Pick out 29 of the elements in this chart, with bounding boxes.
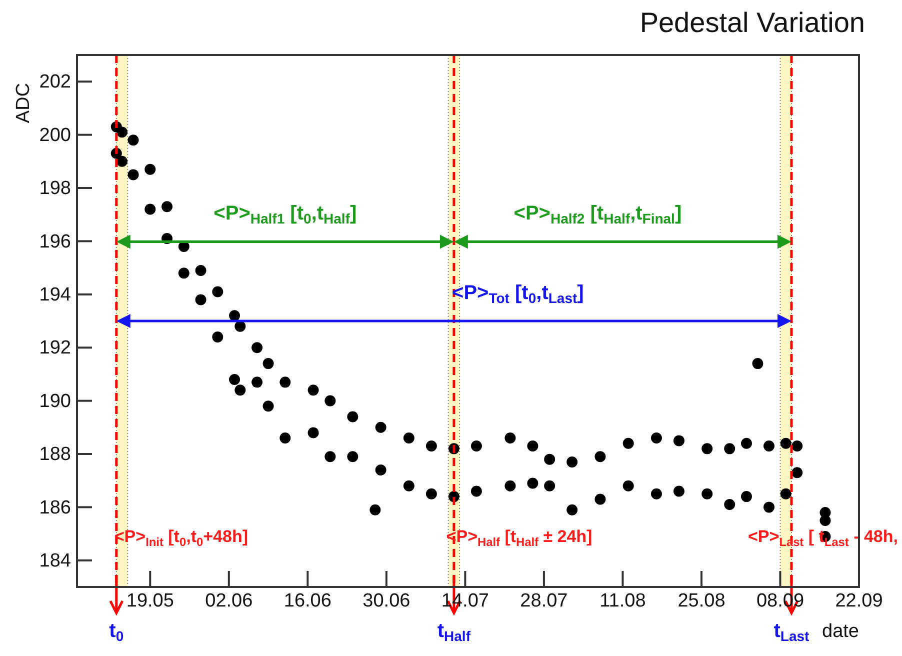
- y-axis-title: ADC: [13, 82, 34, 124]
- annotation: <P>$_{Half1}$ [t$_{0}$,t$_{Half}$]: [214, 202, 357, 227]
- annotation: <P>$_{Tot}$ [t$_{0}$,t$_{Last}$]: [452, 282, 584, 306]
- annotation: <P>$_{Half2}$ [t$_{Half}$,t$_{Final}$]: [514, 202, 682, 227]
- y-tick-label: 190: [39, 390, 71, 412]
- x-tick-label: 19.05: [126, 590, 174, 612]
- x-tick-label: 02.06: [205, 590, 253, 612]
- y-tick-label: 192: [39, 338, 71, 359]
- y-tick-label: 186: [39, 497, 71, 518]
- x-tick-label: 11.08: [600, 590, 646, 612]
- band-label: <P>$_{Init}$ [t$_{0}$,t$_{0}$+48h]: [114, 527, 248, 549]
- ref-line-label: t$_{Half}$: [437, 620, 471, 644]
- ref-line-label: t$_{Last}$: [774, 620, 810, 644]
- x-tick-label: 28.07: [520, 590, 568, 612]
- x-tick-label: 25.08: [678, 590, 726, 612]
- x-tick-label: 30.06: [362, 590, 410, 612]
- y-tick-label: 196: [39, 231, 71, 252]
- ref-line-label: t$_{0}$: [109, 620, 124, 644]
- y-tick-label: 200: [39, 124, 71, 146]
- y-tick-label: 194: [39, 284, 72, 306]
- y-tick-label: 198: [39, 178, 71, 200]
- y-tick-label: 188: [39, 444, 71, 466]
- y-tick-label: 202: [39, 72, 71, 93]
- chart-title: Pedestal Variation: [640, 7, 865, 38]
- band-label: <P>$_{Half}$ [t$_{Half}$ ± 24h]: [446, 527, 592, 549]
- x-tick-label: 16.06: [284, 590, 332, 612]
- x-axis-title: date: [822, 621, 859, 642]
- y-tick-label: 184: [39, 550, 72, 572]
- x-tick-label: 22.09: [835, 590, 883, 612]
